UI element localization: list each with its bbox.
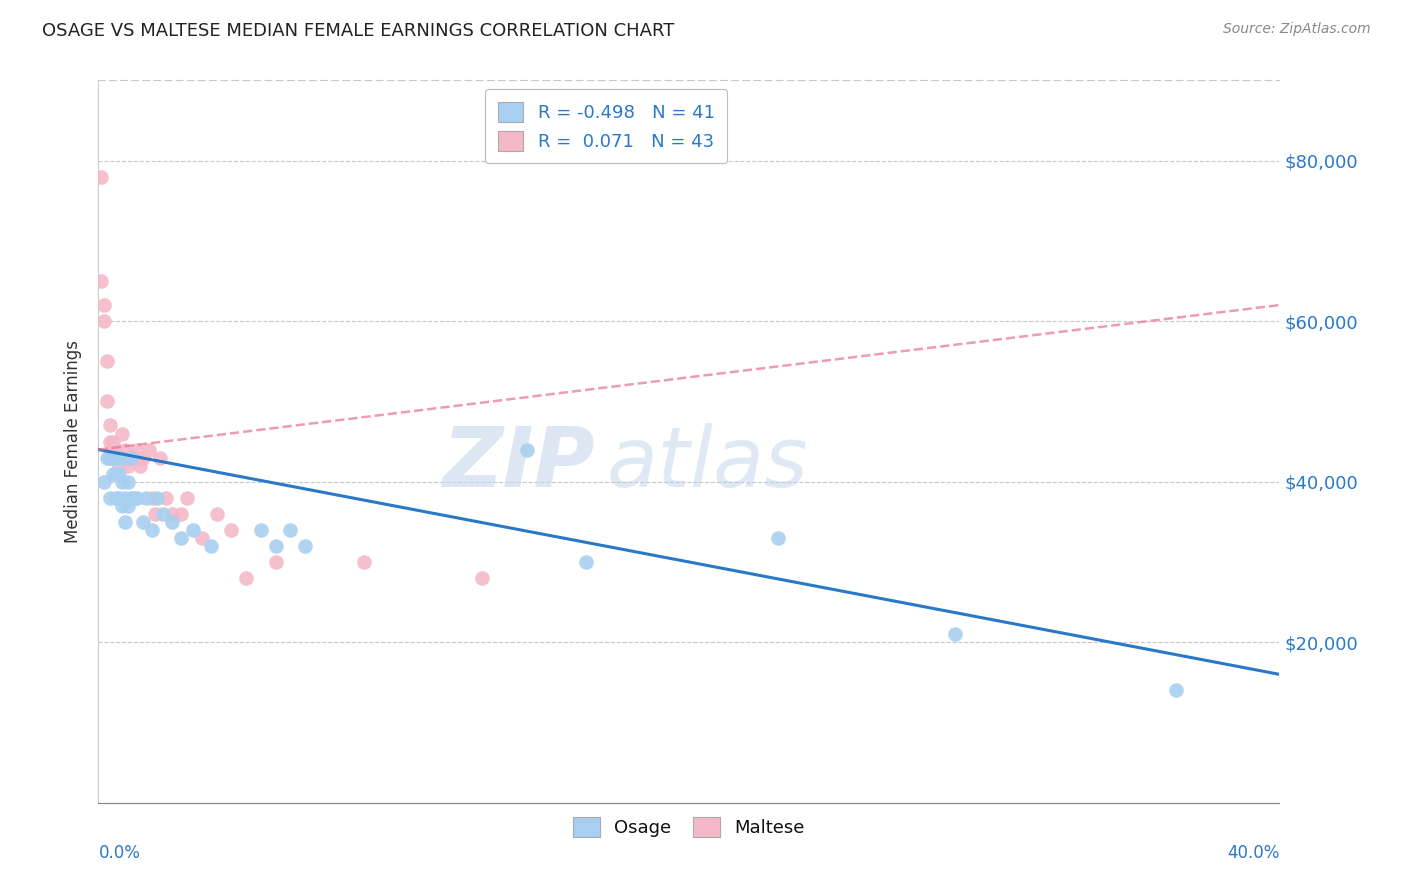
Point: [90, 169, 112, 184]
Point: [181, 523, 204, 537]
Point: [103, 467, 125, 481]
Point: [93, 475, 115, 489]
Point: [103, 450, 125, 465]
Point: [125, 491, 148, 505]
Point: [108, 450, 131, 465]
Point: [117, 499, 139, 513]
Point: [93, 298, 115, 312]
Point: [114, 515, 136, 529]
Point: [120, 450, 142, 465]
Point: [90, 274, 112, 288]
Point: [117, 450, 139, 465]
Point: [575, 555, 598, 569]
Point: [103, 450, 125, 465]
Point: [96, 394, 118, 409]
Point: [235, 571, 257, 585]
Point: [122, 491, 145, 505]
Point: [191, 531, 214, 545]
Point: [98, 450, 121, 465]
Point: [120, 491, 142, 505]
Point: [105, 442, 128, 457]
Point: [162, 515, 183, 529]
Point: [122, 450, 145, 465]
Point: [128, 458, 150, 473]
Point: [93, 314, 115, 328]
Point: [943, 627, 966, 641]
Point: [143, 507, 166, 521]
Point: [294, 539, 316, 553]
Point: [200, 539, 222, 553]
Point: [264, 539, 287, 553]
Point: [98, 434, 121, 449]
Point: [146, 491, 169, 505]
Point: [105, 467, 128, 481]
Text: 0.0%: 0.0%: [98, 845, 141, 863]
Point: [135, 491, 157, 505]
Point: [114, 442, 136, 457]
Point: [353, 555, 375, 569]
Point: [98, 450, 121, 465]
Point: [176, 491, 198, 505]
Point: [108, 450, 131, 465]
Text: 40.0%: 40.0%: [1227, 845, 1279, 863]
Point: [103, 434, 125, 449]
Point: [516, 442, 538, 457]
Point: [111, 499, 134, 513]
Point: [141, 491, 163, 505]
Point: [132, 515, 155, 529]
Text: ZIP: ZIP: [441, 423, 595, 504]
Point: [264, 555, 287, 569]
Point: [120, 450, 142, 465]
Point: [111, 475, 134, 489]
Point: [103, 442, 125, 457]
Legend: Osage, Maltese: Osage, Maltese: [565, 810, 813, 845]
Point: [111, 450, 134, 465]
Point: [122, 450, 145, 465]
Point: [105, 450, 128, 465]
Point: [138, 442, 160, 457]
Point: [170, 507, 193, 521]
Point: [141, 523, 163, 537]
Point: [108, 491, 131, 505]
Point: [152, 507, 174, 521]
Point: [250, 523, 273, 537]
Point: [114, 450, 136, 465]
Point: [132, 450, 155, 465]
Text: OSAGE VS MALTESE MEDIAN FEMALE EARNINGS CORRELATION CHART: OSAGE VS MALTESE MEDIAN FEMALE EARNINGS …: [42, 22, 675, 40]
Point: [766, 531, 789, 545]
Point: [221, 523, 243, 537]
Point: [170, 531, 193, 545]
Point: [149, 450, 172, 465]
Point: [280, 523, 302, 537]
Y-axis label: Median Female Earnings: Median Female Earnings: [65, 340, 83, 543]
Point: [114, 491, 136, 505]
Point: [111, 450, 134, 465]
Point: [96, 450, 118, 465]
Point: [111, 426, 134, 441]
Point: [162, 507, 183, 521]
Point: [108, 458, 131, 473]
Point: [471, 571, 494, 585]
Point: [155, 491, 177, 505]
Point: [125, 442, 148, 457]
Point: [105, 450, 128, 465]
Point: [108, 467, 131, 481]
Point: [117, 475, 139, 489]
Point: [105, 491, 128, 505]
Text: atlas: atlas: [606, 423, 808, 504]
Point: [98, 491, 121, 505]
Point: [117, 458, 139, 473]
Point: [205, 507, 228, 521]
Point: [98, 418, 121, 433]
Text: Source: ZipAtlas.com: Source: ZipAtlas.com: [1223, 22, 1371, 37]
Point: [96, 354, 118, 368]
Point: [1166, 683, 1188, 698]
